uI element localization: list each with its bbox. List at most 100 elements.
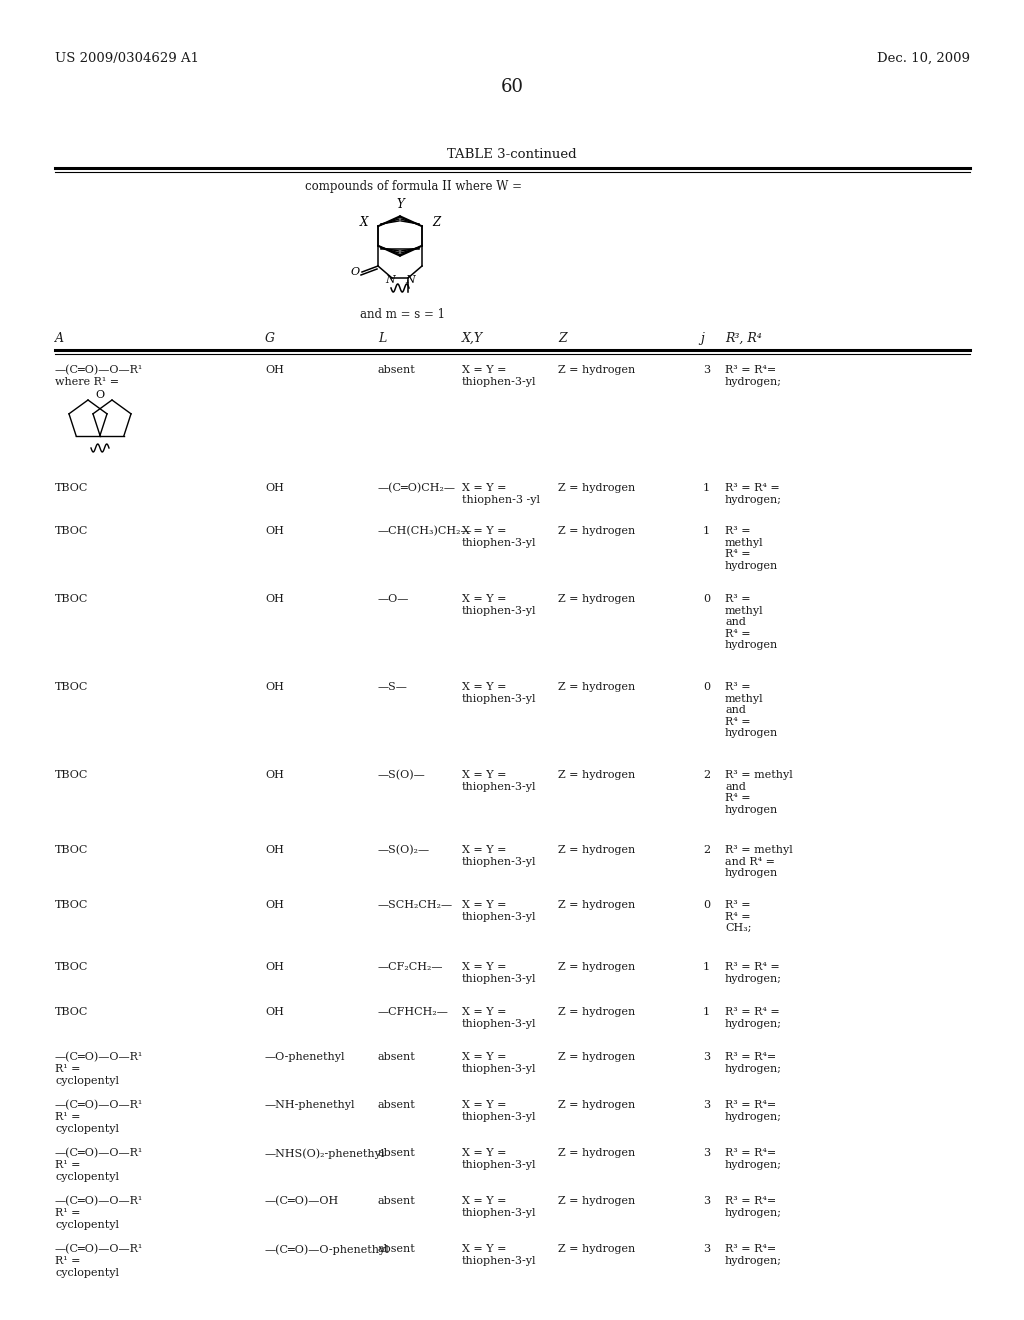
Text: OH: OH (265, 483, 284, 492)
Text: 0: 0 (703, 900, 710, 909)
Text: Z = hydrogen: Z = hydrogen (558, 594, 635, 605)
Text: Z = hydrogen: Z = hydrogen (558, 770, 635, 780)
Text: absent: absent (378, 1100, 416, 1110)
Text: absent: absent (378, 1052, 416, 1063)
Text: R³ =
methyl
and
R⁴ =
hydrogen: R³ = methyl and R⁴ = hydrogen (725, 594, 778, 651)
Text: and m = s = 1: and m = s = 1 (360, 308, 445, 321)
Text: Z = hydrogen: Z = hydrogen (558, 682, 635, 692)
Text: Z = hydrogen: Z = hydrogen (558, 1007, 635, 1016)
Text: —(C═O)—OH: —(C═O)—OH (265, 1196, 339, 1206)
Text: R³, R⁴: R³, R⁴ (725, 333, 762, 345)
Text: Z = hydrogen: Z = hydrogen (558, 483, 635, 492)
Text: R³ = R⁴=
hydrogen;: R³ = R⁴= hydrogen; (725, 366, 782, 387)
Text: N: N (406, 275, 415, 285)
Text: —NHS(O)₂-phenethyl: —NHS(O)₂-phenethyl (265, 1148, 385, 1159)
Text: TBOC: TBOC (55, 483, 88, 492)
Text: —SCH₂CH₂—: —SCH₂CH₂— (378, 900, 454, 909)
Text: absent: absent (378, 1148, 416, 1158)
Text: G: G (265, 333, 275, 345)
Text: R³ = R⁴=
hydrogen;: R³ = R⁴= hydrogen; (725, 1100, 782, 1122)
Text: OH: OH (265, 845, 284, 855)
Text: TABLE 3-continued: TABLE 3-continued (447, 148, 577, 161)
Text: Dec. 10, 2009: Dec. 10, 2009 (877, 51, 970, 65)
Text: 1: 1 (703, 1007, 710, 1016)
Text: X = Y =
thiophen-3-yl: X = Y = thiophen-3-yl (462, 525, 537, 548)
Text: R³ = R⁴ =
hydrogen;: R³ = R⁴ = hydrogen; (725, 483, 782, 504)
Text: 2: 2 (703, 770, 710, 780)
Text: OH: OH (265, 900, 284, 909)
Text: —CH(CH₃)CH₂—: —CH(CH₃)CH₂— (378, 525, 473, 536)
Text: —(C═O)—O—R¹
where R¹ =: —(C═O)—O—R¹ where R¹ = (55, 366, 143, 387)
Text: OH: OH (265, 525, 284, 536)
Text: US 2009/0304629 A1: US 2009/0304629 A1 (55, 51, 199, 65)
Text: OH: OH (265, 962, 284, 972)
Text: OH: OH (265, 594, 284, 605)
Text: 3: 3 (703, 1196, 710, 1206)
Text: Z = hydrogen: Z = hydrogen (558, 1100, 635, 1110)
Text: R³ = R⁴=
hydrogen;: R³ = R⁴= hydrogen; (725, 1196, 782, 1217)
Text: X = Y =
thiophen-3-yl: X = Y = thiophen-3-yl (462, 366, 537, 387)
Text: 3: 3 (703, 1243, 710, 1254)
Text: X = Y =
thiophen-3-yl: X = Y = thiophen-3-yl (462, 1007, 537, 1028)
Text: Z = hydrogen: Z = hydrogen (558, 1243, 635, 1254)
Text: X = Y =
thiophen-3-yl: X = Y = thiophen-3-yl (462, 682, 537, 704)
Text: X = Y =
thiophen-3-yl: X = Y = thiophen-3-yl (462, 845, 537, 867)
Text: absent: absent (378, 366, 416, 375)
Text: —CFHCH₂—: —CFHCH₂— (378, 1007, 449, 1016)
Text: X,Y: X,Y (462, 333, 483, 345)
Text: R³ = R⁴=
hydrogen;: R³ = R⁴= hydrogen; (725, 1243, 782, 1266)
Text: 60: 60 (501, 78, 523, 96)
Text: R³ = R⁴=
hydrogen;: R³ = R⁴= hydrogen; (725, 1052, 782, 1073)
Text: X = Y =
thiophen-3-yl: X = Y = thiophen-3-yl (462, 1052, 537, 1073)
Text: 0: 0 (703, 682, 710, 692)
Text: —(C═O)—O—R¹
R¹ =
cyclopentyl: —(C═O)—O—R¹ R¹ = cyclopentyl (55, 1243, 143, 1278)
Text: TBOC: TBOC (55, 682, 88, 692)
Text: Z = hydrogen: Z = hydrogen (558, 525, 635, 536)
Text: R³ = R⁴=
hydrogen;: R³ = R⁴= hydrogen; (725, 1148, 782, 1170)
Text: j: j (700, 333, 703, 345)
Text: TBOC: TBOC (55, 845, 88, 855)
Text: Y: Y (396, 198, 403, 210)
Text: —S(O)₂—: —S(O)₂— (378, 845, 430, 855)
Text: —O—: —O— (378, 594, 410, 605)
Text: X: X (359, 216, 369, 230)
Text: Z = hydrogen: Z = hydrogen (558, 962, 635, 972)
Text: TBOC: TBOC (55, 1007, 88, 1016)
Text: TBOC: TBOC (55, 900, 88, 909)
Text: Z = hydrogen: Z = hydrogen (558, 1196, 635, 1206)
Text: 0: 0 (703, 594, 710, 605)
Text: 3: 3 (703, 366, 710, 375)
Text: N: N (385, 275, 395, 285)
Text: 3: 3 (703, 1052, 710, 1063)
Text: absent: absent (378, 1196, 416, 1206)
Text: —O-phenethyl: —O-phenethyl (265, 1052, 345, 1063)
Text: Z = hydrogen: Z = hydrogen (558, 366, 635, 375)
Text: A: A (55, 333, 63, 345)
Text: OH: OH (265, 682, 284, 692)
Text: —(C═O)—O—R¹
R¹ =
cyclopentyl: —(C═O)—O—R¹ R¹ = cyclopentyl (55, 1148, 143, 1181)
Text: —S—: —S— (378, 682, 408, 692)
Text: 1: 1 (703, 962, 710, 972)
Text: 3: 3 (703, 1100, 710, 1110)
Text: X = Y =
thiophen-3-yl: X = Y = thiophen-3-yl (462, 1243, 537, 1266)
Text: 1: 1 (703, 483, 710, 492)
Text: TBOC: TBOC (55, 770, 88, 780)
Text: TBOC: TBOC (55, 594, 88, 605)
Text: TBOC: TBOC (55, 525, 88, 536)
Text: —(C═O)—O—R¹
R¹ =
cyclopentyl: —(C═O)—O—R¹ R¹ = cyclopentyl (55, 1052, 143, 1085)
Text: Z = hydrogen: Z = hydrogen (558, 1052, 635, 1063)
Text: Z = hydrogen: Z = hydrogen (558, 845, 635, 855)
Text: R³ =
R⁴ =
CH₃;: R³ = R⁴ = CH₃; (725, 900, 752, 933)
Text: —S(O)—: —S(O)— (378, 770, 426, 780)
Text: 1: 1 (703, 525, 710, 536)
Text: R³ = methyl
and
R⁴ =
hydrogen: R³ = methyl and R⁴ = hydrogen (725, 770, 793, 814)
Text: TBOC: TBOC (55, 962, 88, 972)
Text: X = Y =
thiophen-3-yl: X = Y = thiophen-3-yl (462, 770, 537, 792)
Text: —CF₂CH₂—: —CF₂CH₂— (378, 962, 443, 972)
Text: OH: OH (265, 770, 284, 780)
Text: Z: Z (558, 333, 566, 345)
Text: R³ = methyl
and R⁴ =
hydrogen: R³ = methyl and R⁴ = hydrogen (725, 845, 793, 878)
Text: X = Y =
thiophen-3-yl: X = Y = thiophen-3-yl (462, 594, 537, 615)
Text: —(C═O)—O-phenethyl: —(C═O)—O-phenethyl (265, 1243, 390, 1254)
Text: OH: OH (265, 1007, 284, 1016)
